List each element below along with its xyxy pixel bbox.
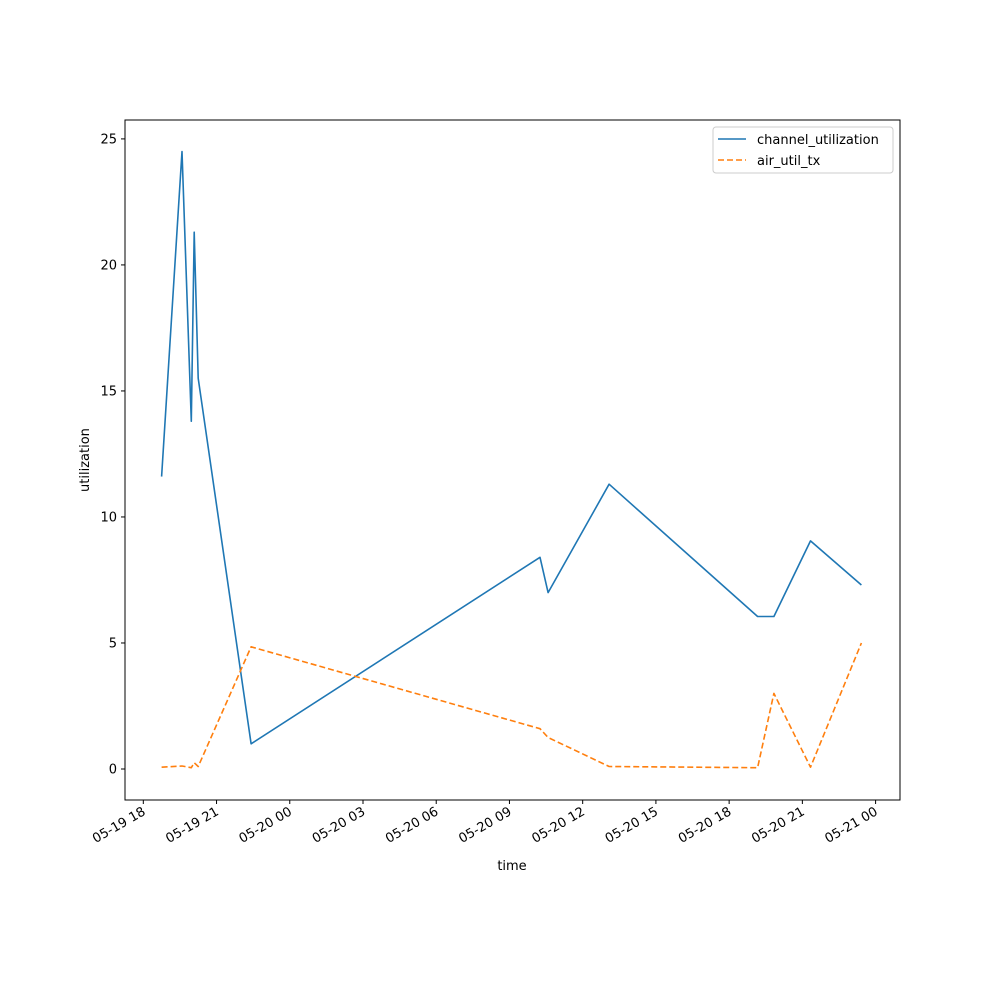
legend: channel_utilization air_util_tx: [712, 126, 894, 174]
y-tick-label: 5: [109, 636, 117, 651]
y-tick-label: 10: [100, 510, 117, 525]
y-tick-label: 15: [100, 384, 117, 399]
series-line-air-util-tx: [161, 642, 863, 769]
series-line-channel-utilization: [160, 150, 862, 745]
plot-frame: [124, 119, 901, 801]
plot-lines: [160, 150, 863, 769]
legend-label: channel_utilization: [757, 133, 879, 148]
legend-box: [712, 126, 894, 174]
y-tick-label: 25: [100, 132, 117, 147]
y-tick-label: 0: [109, 762, 117, 777]
x-axis-label: time: [497, 859, 526, 874]
legend-label: air_util_tx: [757, 154, 821, 169]
y-tick-label: 20: [100, 258, 117, 273]
y-axis: 0 5 10 15 20 25: [100, 132, 125, 777]
y-axis-label: utilization: [78, 428, 93, 492]
